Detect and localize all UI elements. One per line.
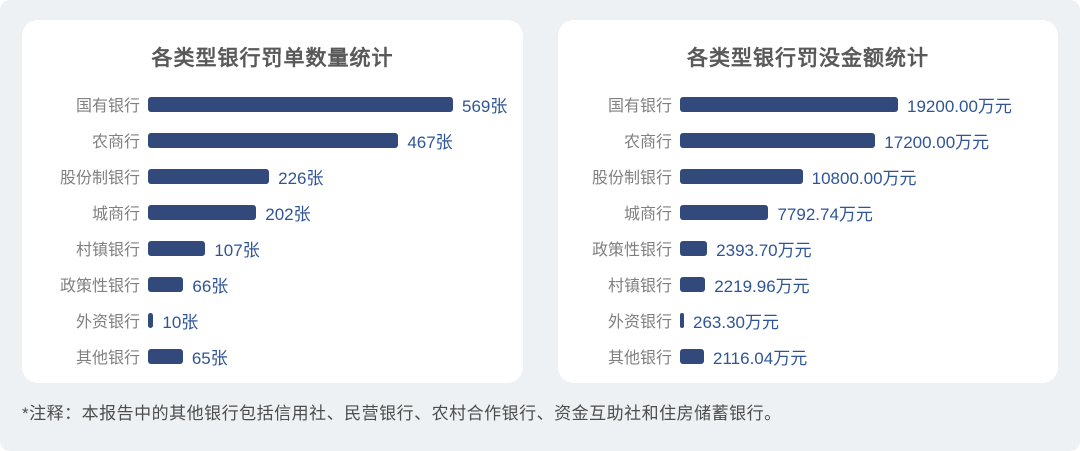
bar-row: 外资银行 263.30万元 bbox=[558, 302, 1058, 338]
bar bbox=[680, 312, 684, 328]
category-label: 其他银行 bbox=[75, 350, 140, 367]
bar-row: 股份制银行 226张 bbox=[22, 158, 523, 194]
bar-row: 股份制银行 10800.00万元 bbox=[558, 158, 1058, 194]
value-label: 569张 bbox=[462, 96, 508, 116]
card-penalty-count-chart: 各类型银行罚单数量统计 国有银行 569张农商行 467张股份制银行 226张城商行 2… bbox=[22, 20, 523, 383]
value-label: 226张 bbox=[278, 168, 324, 188]
bar-row: 其他银行 2116.04万元 bbox=[558, 338, 1058, 374]
bar-row: 城商行 202张 bbox=[22, 194, 523, 230]
value-label: 2393.70万元 bbox=[716, 240, 812, 260]
footnote: *注释：本报告中的其他银行包括信用社、民营银行、农村合作银行、资金互助社和住房储… bbox=[22, 404, 782, 423]
bar-row: 外资银行 10张 bbox=[22, 302, 523, 338]
bar bbox=[680, 96, 898, 112]
value-label: 10800.00万元 bbox=[811, 168, 917, 188]
bar-row: 政策性银行 2393.70万元 bbox=[558, 230, 1058, 266]
value-label: 2116.04万元 bbox=[713, 348, 808, 368]
bar bbox=[680, 204, 769, 220]
bar bbox=[680, 276, 706, 292]
bar bbox=[148, 312, 154, 328]
bar bbox=[680, 348, 705, 364]
value-label: 65张 bbox=[191, 348, 228, 368]
card-penalty-amount-chart: 各类型银行罚没金额统计 国有银行 19200.00万元农商行 17200.00万元股… bbox=[558, 20, 1058, 383]
category-label: 外资银行 bbox=[75, 314, 140, 331]
bar bbox=[148, 132, 399, 148]
bar bbox=[680, 168, 803, 184]
value-label: 202张 bbox=[265, 204, 311, 224]
category-label: 国有银行 bbox=[607, 98, 672, 115]
value-label: 7792.74万元 bbox=[777, 204, 873, 224]
category-label: 国有银行 bbox=[75, 98, 140, 115]
value-label: 10张 bbox=[162, 312, 199, 332]
bar bbox=[148, 276, 184, 292]
bar bbox=[680, 240, 708, 256]
category-label: 政策性银行 bbox=[591, 242, 672, 259]
value-label: 17200.00万元 bbox=[884, 132, 990, 152]
bar-row: 国有银行 19200.00万元 bbox=[558, 86, 1058, 122]
bar-row: 国有银行 569张 bbox=[22, 86, 523, 122]
bar-row: 农商行 17200.00万元 bbox=[558, 122, 1058, 158]
chart-title-penalty-amount: 各类型银行罚没金额统计 bbox=[687, 47, 929, 70]
bar-row: 政策性银行 66张 bbox=[22, 266, 523, 302]
category-label: 城商行 bbox=[91, 206, 140, 223]
bar-row: 村镇银行 107张 bbox=[22, 230, 523, 266]
bar-row: 其他银行 65张 bbox=[22, 338, 523, 374]
value-label: 107张 bbox=[214, 240, 260, 260]
bar-row: 农商行 467张 bbox=[22, 122, 523, 158]
category-label: 其他银行 bbox=[607, 350, 672, 367]
bar bbox=[148, 204, 257, 220]
chart-title-penalty-count: 各类型银行罚单数量统计 bbox=[151, 47, 394, 70]
category-label: 村镇银行 bbox=[75, 242, 140, 259]
bar bbox=[148, 168, 270, 184]
category-label: 政策性银行 bbox=[59, 278, 140, 295]
category-label: 股份制银行 bbox=[591, 170, 672, 187]
value-label: 66张 bbox=[192, 276, 229, 296]
value-label: 263.30万元 bbox=[693, 312, 779, 332]
bar-row: 城商行 7792.74万元 bbox=[558, 194, 1058, 230]
category-label: 股份制银行 bbox=[59, 170, 140, 187]
bar bbox=[148, 348, 183, 364]
bar-rows-penalty-count: 国有银行 569张农商行 467张股份制银行 226张城商行 202张村镇银行 107张政… bbox=[22, 86, 523, 374]
bar-row: 村镇银行 2219.96万元 bbox=[558, 266, 1058, 302]
category-label: 城商行 bbox=[623, 206, 672, 223]
value-label: 19200.00万元 bbox=[907, 96, 1012, 116]
bar bbox=[148, 96, 453, 112]
bar bbox=[148, 240, 206, 256]
category-label: 村镇银行 bbox=[607, 278, 672, 295]
category-label: 农商行 bbox=[623, 134, 672, 151]
category-label: 农商行 bbox=[91, 134, 140, 151]
bar bbox=[680, 132, 876, 148]
bar-rows-penalty-amount: 国有银行 19200.00万元农商行 17200.00万元股份制银行 10800.00… bbox=[558, 86, 1058, 374]
category-label: 外资银行 bbox=[607, 314, 672, 331]
value-label: 467张 bbox=[407, 132, 453, 152]
value-label: 2219.96万元 bbox=[714, 276, 810, 296]
